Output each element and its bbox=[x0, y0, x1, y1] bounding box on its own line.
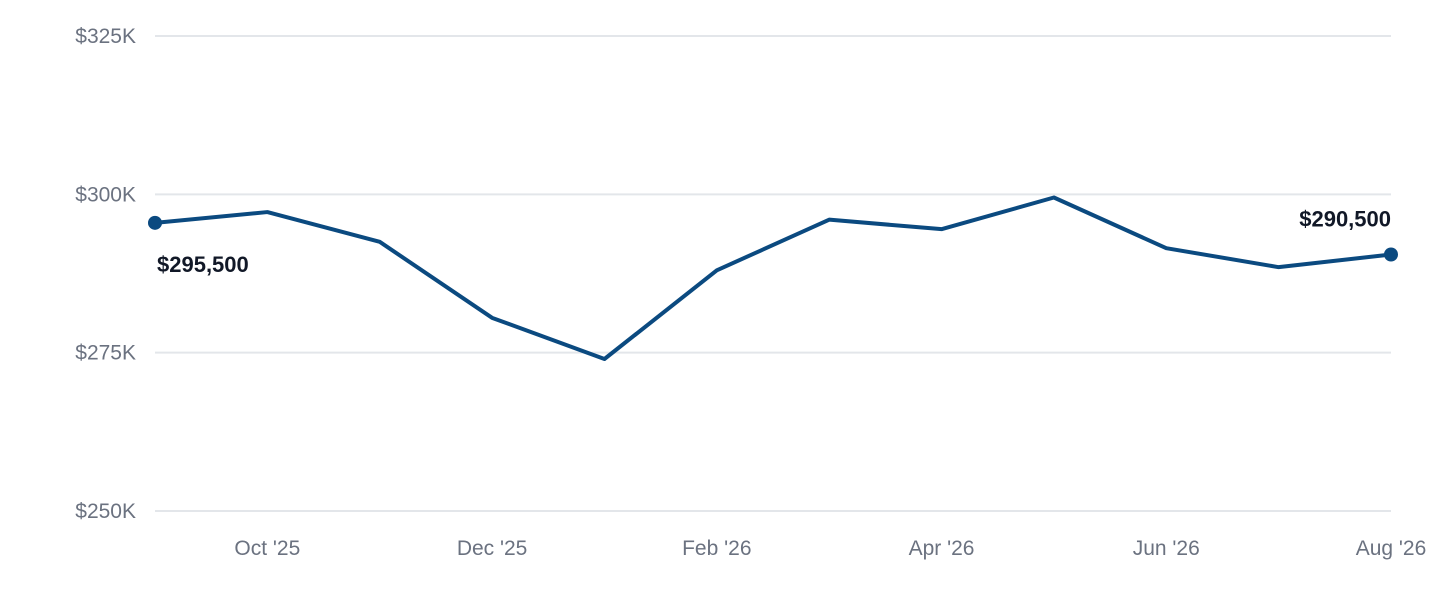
x-tick-label: Apr '26 bbox=[909, 537, 975, 560]
x-axis: Oct '25 Dec '25 Feb '26 Apr '26 Jun '26 Aug '… bbox=[234, 537, 1426, 560]
data-point-marker bbox=[148, 215, 162, 230]
y-tick-label: $250K bbox=[75, 500, 136, 523]
x-tick-label: Oct '25 bbox=[234, 537, 300, 560]
grid-lines bbox=[155, 35, 1391, 512]
data-point-marker bbox=[1384, 247, 1398, 262]
y-tick-label: $275K bbox=[75, 342, 136, 365]
series-layer bbox=[148, 195, 1398, 361]
x-tick-label: Dec '25 bbox=[457, 537, 528, 560]
data-label: $290,500 bbox=[1299, 207, 1391, 232]
x-tick-label: Feb '26 bbox=[682, 537, 751, 560]
x-tick-label: Jun '26 bbox=[1133, 537, 1200, 560]
x-tick-label: Aug '26 bbox=[1356, 537, 1427, 560]
series-line bbox=[153, 195, 1393, 361]
data-labels: $295,500 $290,500 bbox=[157, 207, 1391, 277]
y-tick-label: $325K bbox=[75, 25, 136, 48]
y-axis: $250K $275K $300K $325K bbox=[75, 25, 136, 523]
y-tick-label: $300K bbox=[75, 183, 136, 206]
data-label: $295,500 bbox=[157, 252, 249, 277]
